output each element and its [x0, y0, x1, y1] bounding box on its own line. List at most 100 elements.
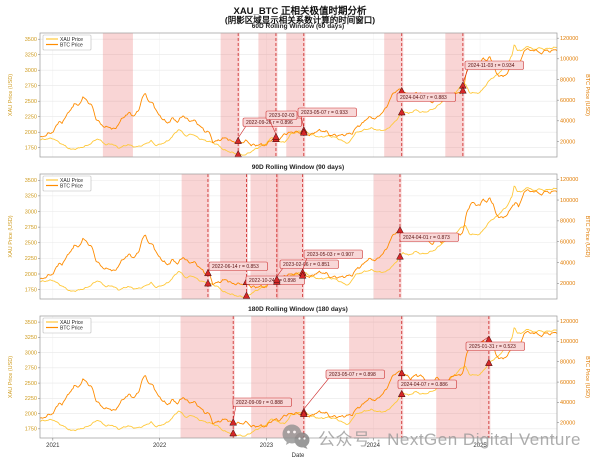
- annotation-label: 2023-05-03 r = 0.907: [307, 252, 354, 258]
- annotation-label: 2024-11-03 r = 0.934: [468, 63, 515, 69]
- left-axis-label: XAU Price (USD): [8, 356, 14, 398]
- right-tick-label: 40000: [560, 260, 575, 266]
- right-tick-label: 120000: [560, 36, 578, 42]
- right-tick-label: 60000: [560, 380, 575, 386]
- annotation-box: [303, 249, 363, 259]
- subplot-60d: 60D Rolling Window (60 days) 2022-09-26 r…: [8, 23, 590, 158]
- annotation-label: 2024-04-01 r = 0.873: [403, 235, 450, 241]
- figure-subtitle: (阴影区域显示相关系数计算的时间窗口): [224, 15, 376, 25]
- annotation-label: 2023-02-03: [269, 113, 295, 119]
- left-tick-label: 3000: [25, 350, 37, 356]
- plot-border: [39, 32, 558, 158]
- event-marker: [204, 268, 212, 277]
- event-marker: [273, 275, 281, 283]
- left-tick-label: 2000: [25, 272, 37, 278]
- btc-line: [39, 189, 558, 289]
- annotation-box: [465, 341, 525, 351]
- right-tick-label: 100000: [560, 57, 578, 63]
- event-marker: [397, 389, 406, 398]
- right-tick-label: 100000: [560, 198, 578, 204]
- shaded-window: [286, 33, 306, 157]
- event-marker: [242, 291, 251, 299]
- annotation-box: [325, 369, 385, 379]
- left-tick-label: 3250: [25, 53, 37, 59]
- left-tick-label: 3500: [25, 320, 37, 326]
- event-marker: [300, 409, 308, 417]
- annotation-label: 2022-09-09 r = 0.888: [236, 400, 283, 406]
- left-tick-label: 2750: [25, 225, 37, 231]
- event-marker: [204, 279, 212, 287]
- annotation-label: 2024-04-07 r = 0.886: [401, 382, 448, 388]
- shaded-window: [102, 33, 133, 157]
- left-tick-label: 2000: [25, 411, 37, 417]
- annotation-label: 2023-05-07 r = 0.933: [301, 110, 348, 116]
- annotation-connector: [232, 405, 237, 420]
- legend-label: BTC Price: [60, 183, 83, 189]
- x-tick-label: 2024: [367, 443, 381, 449]
- left-tick-label: 1750: [25, 146, 37, 152]
- shaded-window: [180, 316, 235, 438]
- x-tick-label: 2021: [46, 443, 60, 449]
- annotation-box: [297, 107, 357, 117]
- annotation-box: [208, 261, 268, 271]
- xau-line: [39, 327, 558, 437]
- shaded-window: [251, 316, 306, 438]
- annotation-connector: [303, 377, 330, 410]
- annotation-connector: [268, 118, 277, 135]
- left-tick-label: 2500: [25, 99, 37, 105]
- shaded-window: [436, 316, 491, 438]
- subplot-90d: 90D Rolling Window (90 days) 2022-06-14 r…: [8, 164, 590, 300]
- right-tick-label: 60000: [560, 98, 575, 104]
- annotation-connector: [300, 115, 305, 128]
- right-tick-label: 40000: [560, 400, 575, 406]
- annotation-box: [232, 397, 292, 407]
- x-axis-label: Date: [292, 453, 305, 459]
- figure-title: XAU_BTC 正相关极值时期分析: [233, 6, 367, 17]
- annotation-connector: [276, 267, 284, 277]
- left-tick-label: 1750: [25, 427, 37, 433]
- shaded-window: [220, 33, 240, 157]
- shaded-window: [384, 33, 404, 157]
- shaded-window: [373, 174, 402, 299]
- left-tick-label: 3500: [25, 37, 37, 43]
- annotation-label: 2025-01-31 r = 0.523: [469, 344, 516, 350]
- event-marker: [298, 271, 307, 279]
- left-tick-label: 3250: [25, 335, 37, 341]
- left-tick-label: 2250: [25, 115, 37, 121]
- annotation-label: 2022-06-14 r = 0.853: [212, 264, 259, 270]
- annotation-label: 2023-05-07 r = 0.898: [329, 372, 376, 378]
- annotation-box: [464, 60, 524, 70]
- shaded-window: [181, 174, 210, 299]
- xau-line: [39, 44, 558, 156]
- event-marker: [396, 226, 404, 234]
- left-tick-label: 3000: [25, 68, 37, 74]
- right-axis-label: BTC Price (USD): [584, 216, 590, 258]
- subplot-title: 60D Rolling Window (60 days): [252, 23, 344, 30]
- left-tick-label: 1750: [25, 287, 37, 293]
- left-tick-label: 2250: [25, 396, 37, 402]
- annotation-connector: [462, 68, 469, 83]
- left-tick-label: 2250: [25, 256, 37, 262]
- annotation-box: [396, 92, 456, 102]
- left-tick-label: 2750: [25, 84, 37, 90]
- x-tick-label: 2023: [260, 443, 274, 449]
- left-tick-label: 2750: [25, 366, 37, 372]
- right-tick-label: 120000: [560, 177, 578, 183]
- subplot-180d: 180D Rolling Window (180 days) 2022-09-09…: [8, 306, 590, 439]
- legend-label: XAU Price: [60, 320, 83, 326]
- event-marker: [485, 358, 493, 366]
- right-axis-label: BTC Price (USD): [584, 74, 590, 116]
- right-tick-label: 20000: [560, 281, 575, 287]
- annotation-connector: [237, 125, 247, 139]
- left-tick-label: 3250: [25, 194, 37, 200]
- event-marker: [396, 252, 404, 260]
- left-axis-label: XAU Price (USD): [8, 74, 14, 116]
- right-tick-label: 80000: [560, 360, 575, 366]
- event-marker: [229, 429, 238, 437]
- left-tick-label: 3000: [25, 209, 37, 215]
- legend-label: XAU Price: [60, 37, 83, 43]
